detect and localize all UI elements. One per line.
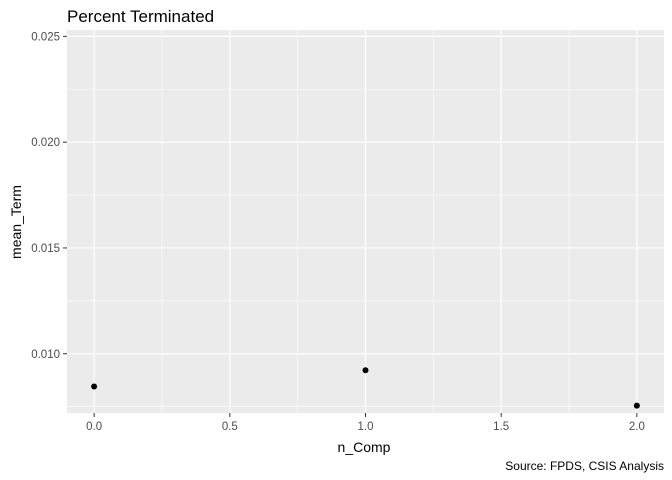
chart-caption: Source: FPDS, CSIS Analysis <box>505 459 664 473</box>
x-tick-label: 2.0 <box>629 421 645 433</box>
x-tick-label: 0.0 <box>86 421 102 433</box>
data-points <box>91 367 640 409</box>
x-axis: 0.0 0.5 1.0 1.5 2.0 <box>86 413 645 433</box>
y-tick-label: 0.010 <box>31 349 60 361</box>
data-point <box>91 383 98 390</box>
data-point <box>633 402 640 409</box>
x-axis-title: n_Comp <box>338 439 391 455</box>
x-tick-label: 0.5 <box>222 421 238 433</box>
data-point <box>362 367 369 374</box>
y-axis: 0.010 0.015 0.020 0.025 <box>31 31 67 361</box>
y-axis-title: mean_Term <box>8 185 24 259</box>
grid-lines <box>67 30 664 413</box>
x-tick-label: 1.5 <box>493 421 509 433</box>
y-tick-label: 0.025 <box>31 31 60 43</box>
x-tick-label: 1.0 <box>358 421 374 433</box>
chart-title: Percent Terminated <box>67 7 214 26</box>
y-tick-label: 0.020 <box>31 137 60 149</box>
y-tick-label: 0.015 <box>31 243 60 255</box>
